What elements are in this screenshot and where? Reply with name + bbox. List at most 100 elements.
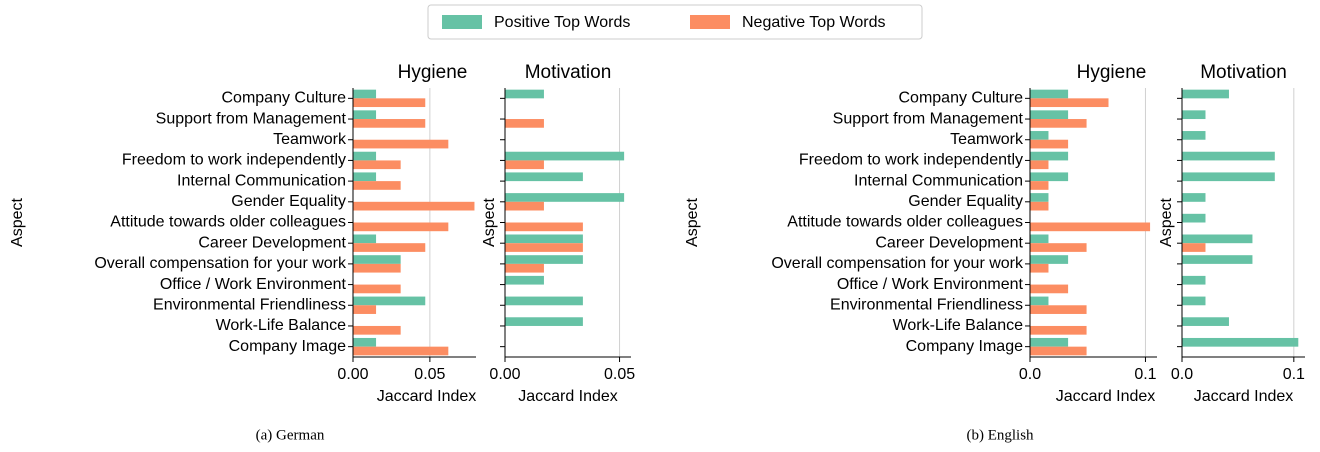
y-tick-label: Environmental Friendliness: [153, 296, 346, 313]
bar: [1030, 110, 1069, 120]
bar: [1030, 89, 1069, 99]
bar: [1182, 234, 1253, 244]
legend-label: Positive Top Words: [494, 14, 630, 31]
bar: [1030, 243, 1087, 252]
bar: [1030, 131, 1049, 140]
y-axis-label: Aspect: [9, 197, 26, 246]
bar: [1030, 172, 1069, 182]
bar: [505, 119, 544, 128]
bar: [1030, 181, 1049, 190]
bar: [1030, 201, 1049, 211]
bar: [1182, 296, 1206, 306]
y-tick-label: Gender Equality: [908, 193, 1023, 210]
y-tick-label: Company Culture: [899, 90, 1024, 107]
bar: [1030, 151, 1069, 161]
bar: [1030, 305, 1087, 314]
bar: [505, 275, 544, 285]
y-tick-label: Freedom to work independently: [799, 152, 1023, 169]
bar: [505, 89, 544, 99]
y-tick-label: Environmental Friendliness: [830, 296, 1023, 313]
bar: [353, 255, 401, 264]
y-tick-label: Company Image: [906, 338, 1023, 355]
y-tick-label: Internal Communication: [177, 172, 346, 189]
y-tick-label: Attitude towards older colleagues: [110, 214, 346, 231]
bar: [353, 337, 377, 347]
y-axis-label: Aspect: [481, 197, 498, 246]
bar: [1030, 139, 1069, 149]
bar: [353, 346, 449, 356]
y-tick-label: Career Development: [875, 234, 1023, 251]
bar: [1182, 151, 1275, 161]
bar: [505, 317, 583, 326]
legend-swatch: [690, 15, 730, 29]
y-tick-label: Internal Communication: [854, 172, 1023, 189]
bar: [353, 234, 377, 244]
bar: [505, 172, 583, 182]
subplot-title: Hygiene: [398, 62, 468, 83]
bar: [1030, 296, 1049, 306]
x-tick-label: 0.05: [604, 366, 635, 383]
bar: [1030, 346, 1087, 356]
bar: [1182, 243, 1206, 252]
bar: [353, 151, 377, 161]
caption: (a) German: [256, 427, 325, 443]
subplot-title: Motivation: [525, 62, 612, 83]
x-tick-label: 0.0: [1171, 366, 1193, 383]
y-axis-label: Aspect: [684, 197, 701, 246]
y-axis-label: Aspect: [1158, 197, 1175, 246]
bar: [1182, 337, 1299, 347]
bar: [353, 139, 449, 149]
y-tick-label: Office / Work Environment: [160, 276, 347, 293]
bar: [353, 119, 426, 128]
x-tick-label: 0.05: [414, 366, 445, 383]
bar: [505, 160, 544, 170]
y-tick-label: Company Culture: [222, 90, 347, 107]
y-tick-label: Work-Life Balance: [216, 317, 347, 334]
subplot-title: Hygiene: [1077, 62, 1147, 83]
bar: [1182, 110, 1206, 120]
bar: [353, 284, 401, 294]
bar: [1182, 172, 1275, 182]
legend-swatch: [442, 15, 482, 29]
bar: [1182, 275, 1206, 285]
bar: [1030, 325, 1087, 335]
bar: [505, 234, 583, 244]
y-tick-label: Company Image: [229, 338, 346, 355]
legend-box: [427, 4, 923, 40]
bar: [353, 296, 426, 306]
bar: [1030, 255, 1069, 264]
bar: [1030, 193, 1049, 202]
bar: [353, 243, 426, 252]
x-tick-label: 0.00: [489, 366, 520, 383]
bar: [1030, 119, 1087, 128]
y-tick-label: Support from Management: [833, 110, 1024, 127]
y-tick-label: Gender Equality: [231, 193, 346, 210]
bar: [353, 89, 377, 99]
bar: [505, 151, 625, 161]
y-tick-label: Attitude towards older colleagues: [787, 214, 1023, 231]
bar: [505, 201, 544, 211]
bar: [1030, 284, 1069, 294]
bar: [353, 160, 401, 170]
x-axis-label: Jaccard Index: [518, 388, 618, 405]
bar: [505, 222, 583, 232]
bar: [505, 255, 583, 264]
y-tick-label: Career Development: [198, 234, 346, 251]
bar: [353, 98, 426, 108]
bar: [1182, 317, 1229, 326]
x-tick-label: 0.00: [337, 366, 368, 383]
bar: [505, 193, 625, 202]
x-axis-label: Jaccard Index: [1194, 388, 1294, 405]
x-axis-label: Jaccard Index: [1056, 388, 1156, 405]
x-tick-label: 0.1: [1134, 366, 1156, 383]
bar: [1030, 160, 1049, 170]
y-tick-label: Freedom to work independently: [122, 152, 346, 169]
bar: [1030, 263, 1049, 273]
bar: [1182, 131, 1206, 140]
bar: [505, 296, 583, 306]
bar: [353, 181, 401, 190]
bar: [1182, 255, 1253, 264]
bar: [353, 222, 449, 232]
bar: [353, 263, 401, 273]
bar: [505, 243, 583, 252]
